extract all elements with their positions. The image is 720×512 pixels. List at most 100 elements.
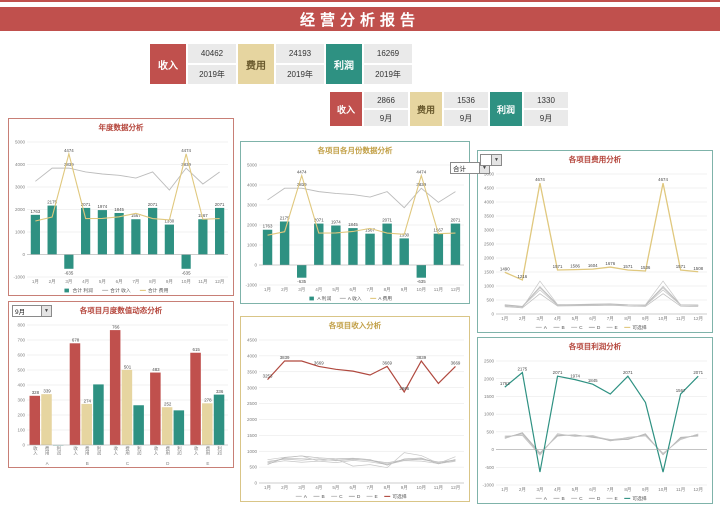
svg-text:4474: 4474 — [297, 170, 307, 175]
svg-text:利润: 利润 — [97, 445, 102, 456]
kpi-expense-year: 费用 24193 2019年 — [238, 44, 324, 84]
svg-text:336: 336 — [216, 389, 224, 394]
svg-text:2071: 2071 — [148, 202, 158, 207]
svg-text:4月: 4月 — [554, 487, 561, 493]
svg-text:7月: 7月 — [607, 487, 614, 493]
svg-text:利润: 利润 — [177, 445, 182, 456]
svg-text:1508: 1508 — [693, 266, 703, 271]
svg-text:D: D — [597, 325, 601, 331]
svg-text:4月: 4月 — [82, 279, 89, 285]
kpi-expense-month: 费用 1536 9月 — [410, 92, 488, 126]
panel-profit-analysis: 各项目利润分析 -1000 -500 0 500 1000 1500 2000 2500 1月 2… — [477, 337, 713, 504]
annual-chart: -1000 0 1000 2000 3000 4000 5000 1月 2月 3月 4月 5月 6月 7月… — [13, 140, 228, 294]
svg-text:3839: 3839 — [280, 355, 290, 360]
svg-text:1974: 1974 — [570, 374, 580, 379]
svg-text:3839: 3839 — [416, 355, 426, 360]
svg-text:2月: 2月 — [519, 487, 526, 493]
svg-text:3月: 3月 — [536, 316, 543, 322]
panel-annual-analysis: 年度数据分析 -1000 0 1000 2000 3000 4000 5000 1月 2月 3月 4… — [8, 118, 234, 296]
report-title-banner: 经营分析报告 — [0, 7, 720, 31]
monthly-compare-chart: -1000 0 1000 2000 3000 4000 5000 1月 2月 3月 4月 5月 6月 7月… — [245, 163, 464, 302]
kpi-income-period: 2019年 — [188, 65, 236, 84]
svg-text:2071: 2071 — [693, 370, 703, 375]
svg-text:-635: -635 — [417, 279, 426, 284]
expense-selector-dropdown[interactable]: ▼ — [480, 154, 502, 166]
svg-text:4000: 4000 — [247, 353, 258, 358]
svg-text:2175: 2175 — [517, 367, 527, 372]
income-chart: 0 500 1000 1500 2000 2500 3000 3500 4000 4500 1月 2月… — [247, 338, 464, 500]
svg-text:4500: 4500 — [484, 186, 495, 191]
kpi-income-month-value: 2866 — [364, 92, 408, 108]
svg-text:5000: 5000 — [484, 172, 495, 177]
svg-text:7月: 7月 — [132, 279, 139, 285]
svg-text:4674: 4674 — [535, 177, 545, 182]
svg-text:A 收入: A 收入 — [348, 295, 362, 302]
kpi-expense-label: 费用 — [238, 44, 274, 84]
svg-text:3839: 3839 — [297, 182, 307, 187]
month-selector-dropdown[interactable]: 9月 ▼ — [12, 305, 52, 317]
svg-text:-1000: -1000 — [245, 283, 257, 288]
svg-text:5月: 5月 — [99, 279, 106, 285]
svg-text:1500: 1500 — [484, 394, 495, 399]
svg-text:1330: 1330 — [164, 219, 174, 224]
svg-text:2000: 2000 — [484, 256, 495, 261]
svg-text:2175: 2175 — [280, 216, 290, 221]
svg-text:-635: -635 — [182, 270, 191, 275]
kpi-expense-month-value: 1536 — [444, 92, 488, 108]
svg-text:可选择: 可选择 — [632, 495, 647, 502]
svg-text:1月: 1月 — [501, 316, 508, 322]
monthly-compare-chart-title: 各项目各月份数据分析 — [317, 146, 393, 155]
svg-text:A: A — [544, 496, 548, 502]
svg-text:4000: 4000 — [247, 183, 258, 188]
svg-text:-635: -635 — [64, 270, 73, 275]
month-selector-value: 9月 — [15, 309, 26, 316]
svg-text:费用: 费用 — [206, 445, 211, 456]
svg-text:利润: 利润 — [57, 445, 62, 456]
svg-text:-500: -500 — [485, 465, 495, 470]
svg-text:E: E — [615, 325, 618, 331]
svg-text:5月: 5月 — [332, 485, 339, 491]
svg-text:678: 678 — [72, 338, 80, 343]
svg-text:5月: 5月 — [572, 316, 579, 322]
svg-text:4000: 4000 — [484, 200, 495, 205]
svg-text:8月: 8月 — [384, 287, 391, 293]
svg-text:C: C — [579, 325, 583, 331]
svg-text:1490: 1490 — [500, 266, 510, 271]
kpi-income-month: 收入 2866 9月 — [330, 92, 408, 126]
svg-text:A: A — [544, 325, 548, 331]
svg-text:4月: 4月 — [315, 287, 322, 293]
svg-text:2071: 2071 — [451, 218, 461, 223]
svg-text:收入: 收入 — [33, 445, 38, 455]
chevron-down-icon: ▼ — [41, 306, 51, 316]
svg-text:766: 766 — [112, 325, 120, 330]
svg-text:-1000: -1000 — [13, 275, 25, 280]
svg-text:1845: 1845 — [348, 222, 358, 227]
svg-text:C: C — [126, 461, 130, 466]
svg-text:328: 328 — [32, 390, 40, 395]
svg-text:3669: 3669 — [382, 360, 392, 365]
kpi-profit-month-value: 1330 — [524, 92, 568, 108]
svg-text:1571: 1571 — [623, 264, 633, 269]
svg-text:A: A — [46, 461, 49, 466]
svg-text:2000: 2000 — [247, 417, 258, 422]
svg-text:6月: 6月 — [349, 485, 356, 491]
svg-text:1330: 1330 — [399, 232, 409, 237]
svg-text:1000: 1000 — [247, 449, 258, 454]
svg-text:4500: 4500 — [247, 338, 258, 343]
svg-text:E: E — [615, 496, 618, 502]
svg-text:9月: 9月 — [401, 287, 408, 293]
svg-text:1974: 1974 — [331, 220, 341, 225]
svg-text:9月: 9月 — [166, 279, 173, 285]
svg-text:8月: 8月 — [624, 487, 631, 493]
kpi-profit-period: 2019年 — [364, 65, 412, 84]
svg-text:收入: 收入 — [73, 445, 78, 455]
svg-text:3669: 3669 — [314, 360, 324, 365]
kpi-profit-month: 利润 1330 9月 — [490, 92, 568, 126]
svg-text:E: E — [206, 461, 209, 466]
svg-text:B: B — [561, 325, 564, 331]
svg-text:274: 274 — [84, 398, 92, 403]
svg-text:10月: 10月 — [417, 287, 427, 293]
svg-text:2175: 2175 — [47, 200, 57, 205]
svg-text:3月: 3月 — [536, 487, 543, 493]
svg-text:D: D — [597, 496, 601, 502]
